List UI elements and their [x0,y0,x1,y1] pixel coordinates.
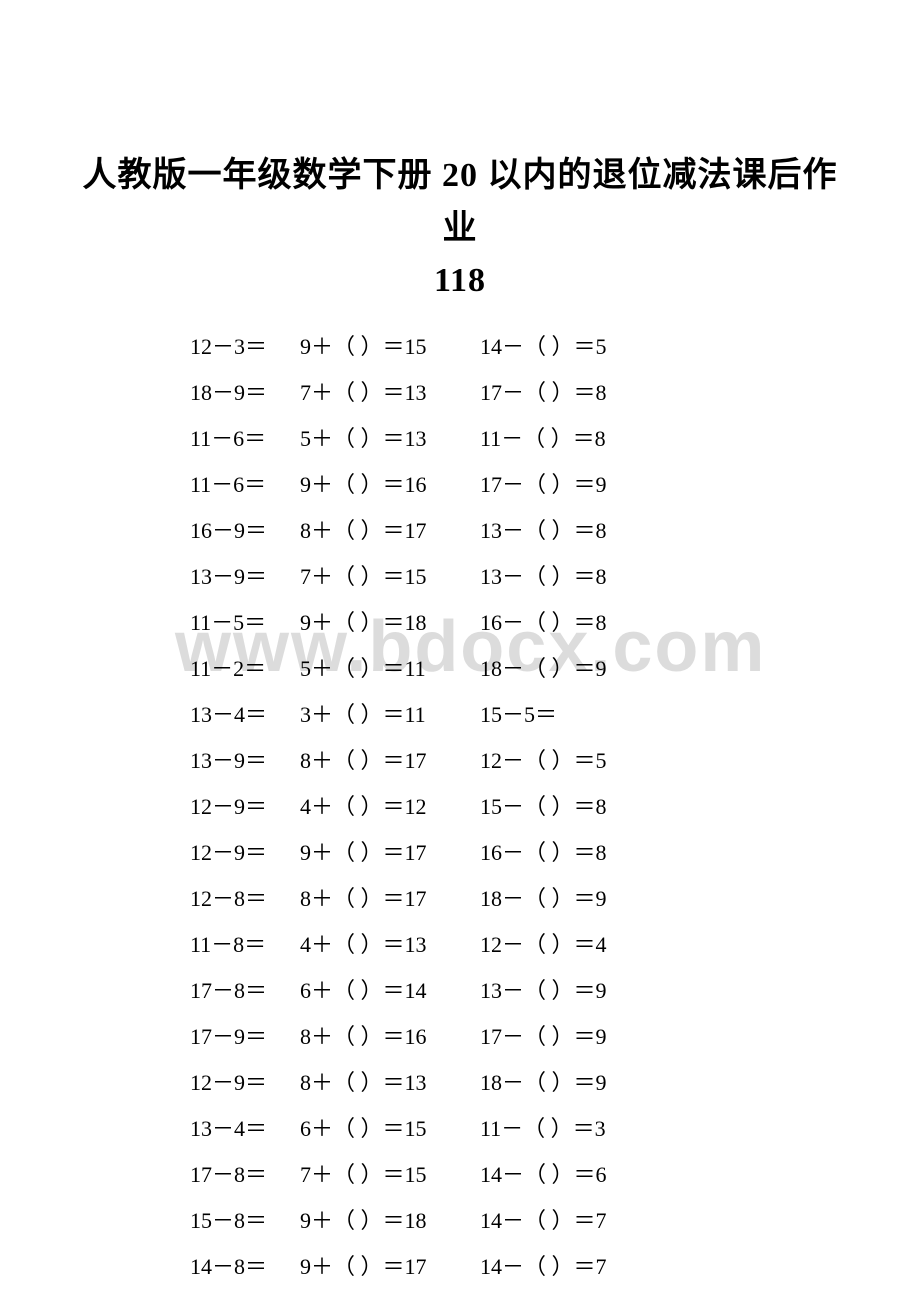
problem-row: 11－8＝4＋（ ）＝1312－（ ）＝4 [190,934,920,980]
problem-col1: 13－9＝ [190,566,300,588]
problem-col2: 5＋（ ）＝11 [300,658,480,680]
problem-row: 18－9＝7＋（ ）＝1317－（ ）＝8 [190,382,920,428]
problem-col2: 6＋（ ）＝14 [300,980,480,1002]
problem-col3: 14－（ ）＝6 [480,1164,680,1186]
page-title: 人教版一年级数学下册 20 以内的退位减法课后作业 118 [80,150,840,308]
problem-col2: 6＋（ ）＝15 [300,1118,480,1140]
problem-col2: 4＋（ ）＝12 [300,796,480,818]
problem-col3: 13－（ ）＝9 [480,980,680,1002]
problem-row: 17－9＝8＋（ ）＝1617－（ ）＝9 [190,1026,920,1072]
problem-col2: 9＋（ ）＝15 [300,336,480,358]
problem-row: 11－5＝9＋（ ）＝1816－（ ）＝8 [190,612,920,658]
problem-row: 12－3＝9＋（ ）＝1514－（ ）＝5 [190,336,920,382]
problem-col2: 7＋（ ）＝13 [300,382,480,404]
problem-row: 12－9＝4＋（ ）＝1215－（ ）＝8 [190,796,920,842]
problem-col2: 8＋（ ）＝16 [300,1026,480,1048]
problem-col1: 15－8＝ [190,1210,300,1232]
problem-row: 13－9＝7＋（ ）＝1513－（ ）＝8 [190,566,920,612]
problem-col1: 12－9＝ [190,842,300,864]
problem-col2: 7＋（ ）＝15 [300,1164,480,1186]
problem-col3: 14－（ ）＝5 [480,336,680,358]
problem-col1: 12－8＝ [190,888,300,910]
problem-col2: 7＋（ ）＝15 [300,566,480,588]
problems-grid: 12－3＝9＋（ ）＝1514－（ ）＝518－9＝7＋（ ）＝1317－（ ）… [190,336,920,1302]
problem-col3: 11－（ ）＝3 [480,1118,680,1140]
problem-col1: 11－8＝ [190,934,300,956]
problem-col2: 9＋（ ）＝16 [300,474,480,496]
problem-col1: 13－4＝ [190,1118,300,1140]
problem-row: 12－9＝9＋（ ）＝1716－（ ）＝8 [190,842,920,888]
problem-col2: 9＋（ ）＝18 [300,612,480,634]
problem-col2: 9＋（ ）＝17 [300,842,480,864]
problem-row: 13－9＝8＋（ ）＝1712－（ ）＝5 [190,750,920,796]
problem-col3: 18－（ ）＝9 [480,888,680,910]
problem-row: 11－2＝5＋（ ）＝1118－（ ）＝9 [190,658,920,704]
problem-col2: 4＋（ ）＝13 [300,934,480,956]
problem-col1: 11－2＝ [190,658,300,680]
problem-col3: 17－（ ）＝9 [480,474,680,496]
problem-col1: 11－6＝ [190,428,300,450]
title-number-20: 20 [442,157,478,194]
problem-col3: 15－（ ）＝8 [480,796,680,818]
problem-col1: 17－9＝ [190,1026,300,1048]
problem-col3: 14－（ ）＝7 [480,1210,680,1232]
problem-row: 12－9＝8＋（ ）＝1318－（ ）＝9 [190,1072,920,1118]
problem-col2: 8＋（ ）＝17 [300,520,480,542]
problem-col3: 17－（ ）＝9 [480,1026,680,1048]
problem-col2: 8＋（ ）＝17 [300,750,480,772]
problem-col1: 12－9＝ [190,796,300,818]
problem-row: 14－8＝9＋（ ）＝1714－（ ）＝7 [190,1256,920,1302]
page: www.bdocx.com 人教版一年级数学下册 20 以内的退位减法课后作业 … [0,0,920,1302]
problem-row: 12－8＝8＋（ ）＝1718－（ ）＝9 [190,888,920,934]
problem-col2: 9＋（ ）＝18 [300,1210,480,1232]
problem-col1: 18－9＝ [190,382,300,404]
problem-row: 16－9＝8＋（ ）＝1713－（ ）＝8 [190,520,920,566]
problem-row: 11－6＝9＋（ ）＝1617－（ ）＝9 [190,474,920,520]
problem-col3: 12－（ ）＝4 [480,934,680,956]
problem-col3: 13－（ ）＝8 [480,520,680,542]
title-number-118: 118 [434,262,486,299]
problem-row: 15－8＝9＋（ ）＝1814－（ ）＝7 [190,1210,920,1256]
problem-col3: 16－（ ）＝8 [480,612,680,634]
problem-col1: 12－3＝ [190,336,300,358]
problem-row: 13－4＝6＋（ ）＝1511－（ ）＝3 [190,1118,920,1164]
problem-col3: 11－（ ）＝8 [480,428,680,450]
problem-col3: 15－5＝ [480,704,680,726]
problem-col1: 16－9＝ [190,520,300,542]
problem-col1: 13－4＝ [190,704,300,726]
problem-col3: 16－（ ）＝8 [480,842,680,864]
problem-row: 17－8＝7＋（ ）＝1514－（ ）＝6 [190,1164,920,1210]
problem-col1: 12－9＝ [190,1072,300,1094]
problem-col3: 17－（ ）＝8 [480,382,680,404]
problem-col3: 18－（ ）＝9 [480,1072,680,1094]
problem-col1: 13－9＝ [190,750,300,772]
problem-col2: 8＋（ ）＝13 [300,1072,480,1094]
problem-col2: 8＋（ ）＝17 [300,888,480,910]
problem-col3: 12－（ ）＝5 [480,750,680,772]
problem-col2: 9＋（ ）＝17 [300,1256,480,1278]
problem-row: 17－8＝6＋（ ）＝1413－（ ）＝9 [190,980,920,1026]
problem-col1: 14－8＝ [190,1256,300,1278]
title-mid: 以内的退位减法课后作业 [443,157,838,247]
problem-col3: 14－（ ）＝7 [480,1256,680,1278]
problem-col2: 5＋（ ）＝13 [300,428,480,450]
problem-col1: 11－5＝ [190,612,300,634]
title-prefix: 人教版一年级数学下册 [83,157,433,194]
problem-col1: 17－8＝ [190,980,300,1002]
problem-col2: 3＋（ ）＝11 [300,704,480,726]
problem-row: 13－4＝3＋（ ）＝1115－5＝ [190,704,920,750]
problem-col1: 11－6＝ [190,474,300,496]
problem-col3: 13－（ ）＝8 [480,566,680,588]
problem-row: 11－6＝5＋（ ）＝1311－（ ）＝8 [190,428,920,474]
problem-col1: 17－8＝ [190,1164,300,1186]
problem-col3: 18－（ ）＝9 [480,658,680,680]
